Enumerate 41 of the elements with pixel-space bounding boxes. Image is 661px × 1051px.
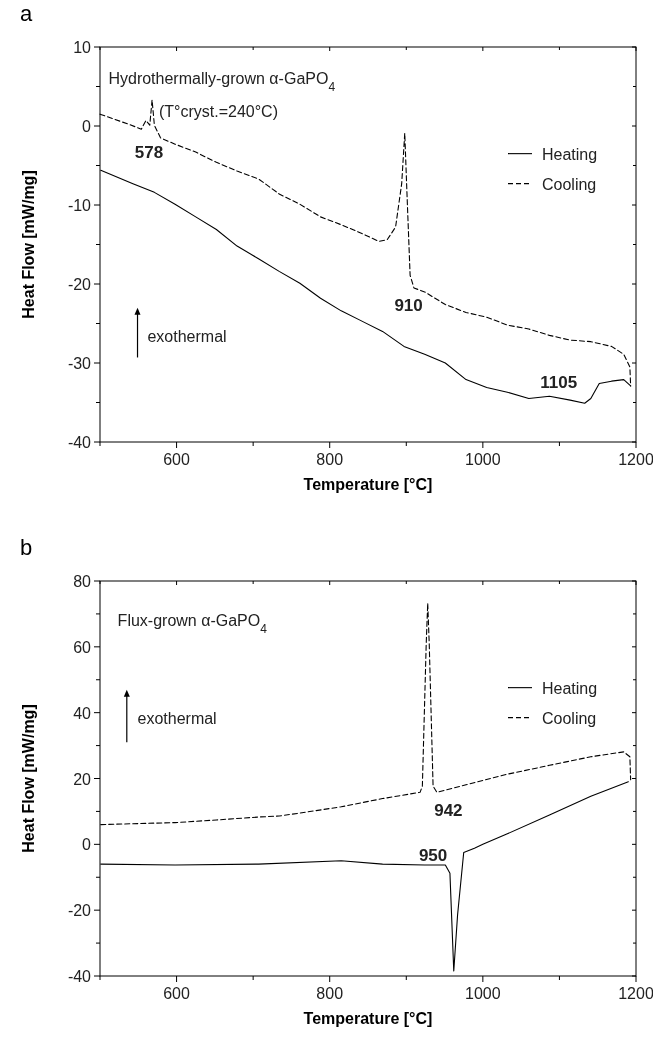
chart-title: b <box>20 535 33 560</box>
y-axis-title: Heat Flow [mW/mg] <box>20 704 37 853</box>
legend-label: Heating <box>542 679 598 697</box>
x-tick-label: 600 <box>163 985 191 1002</box>
chart-title: a <box>20 1 33 26</box>
y-tick-label: -20 <box>67 902 92 920</box>
y-tick-label: 80 <box>73 573 92 590</box>
x-tick-label: 600 <box>163 451 191 468</box>
y-tick-label: 0 <box>82 118 92 135</box>
legend-label: Cooling <box>542 175 597 193</box>
annotation: Hydrothermally-grown α-GaPO$_{4}$ <box>108 70 336 95</box>
y-tick-label: -10 <box>67 197 92 214</box>
x-tick-label: 1200 <box>618 451 654 468</box>
y-tick-label: 60 <box>73 638 92 656</box>
annotation: 950 <box>418 846 448 866</box>
y-tick-label: -30 <box>67 355 92 372</box>
annotation: exothermal <box>137 710 217 728</box>
y-axis-title: Heat Flow [mW/mg] <box>20 170 37 319</box>
y-tick-label: 20 <box>73 770 92 788</box>
x-tick-label: 1200 <box>618 985 654 1002</box>
y-tick-label: 0 <box>82 836 92 854</box>
annotation: 1105 <box>540 373 578 393</box>
annotation: (T°cryst.=240°C) <box>158 102 279 120</box>
annotation: 578 <box>134 143 164 163</box>
annotation: 910 <box>394 295 423 315</box>
x-tick-label: 1000 <box>465 451 501 468</box>
x-tick-label: 1000 <box>465 985 501 1002</box>
y-tick-label: -40 <box>67 434 92 451</box>
legend-label: Cooling <box>542 709 597 727</box>
annotation: Flux-grown α-GaPO$_{4}$ <box>117 612 268 637</box>
y-tick-label: 10 <box>73 39 92 56</box>
x-tick-label: 800 <box>316 451 344 468</box>
x-axis-title: Temperature [°C] <box>303 476 433 493</box>
y-tick-label: -40 <box>67 968 92 985</box>
legend-label: Heating <box>542 145 598 163</box>
x-axis-title: Temperature [°C] <box>303 1010 433 1027</box>
x-tick-label: 800 <box>316 985 344 1002</box>
y-tick-label: 40 <box>73 704 92 722</box>
annotation: 942 <box>434 801 463 821</box>
annotation: exothermal <box>147 328 227 346</box>
y-tick-label: -20 <box>67 276 92 293</box>
